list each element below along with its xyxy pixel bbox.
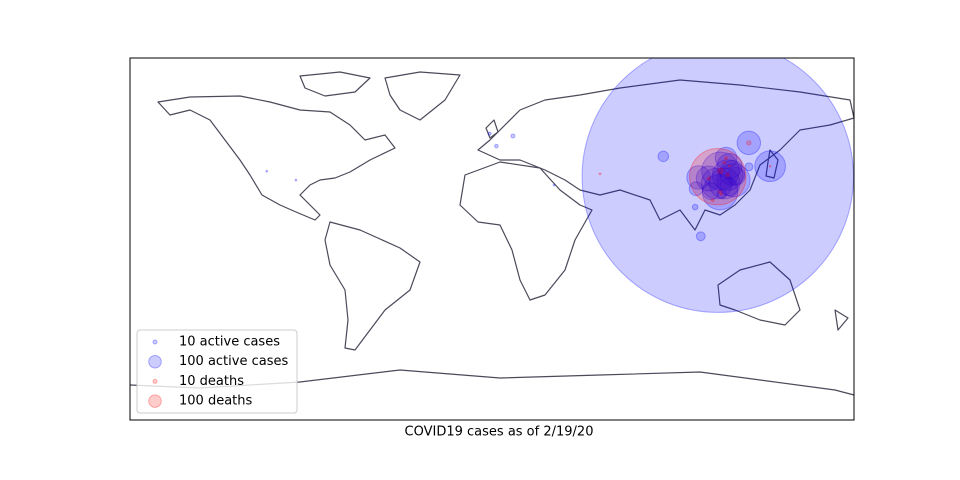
bubble	[494, 143, 499, 149]
bubble	[708, 167, 741, 200]
bubble	[510, 133, 516, 139]
bubble	[716, 163, 751, 198]
bubble	[726, 166, 746, 186]
bubble	[691, 203, 699, 211]
bubble	[711, 159, 744, 191]
bubble	[701, 182, 720, 201]
legend-marker	[152, 339, 158, 345]
legend-label: 100 deaths	[179, 394, 252, 409]
legend-label: 10 deaths	[179, 374, 244, 389]
legend-marker	[152, 378, 158, 384]
bubble	[719, 159, 746, 186]
bubble	[710, 198, 715, 203]
bubble	[689, 147, 747, 206]
bubble	[695, 165, 722, 192]
bubble	[718, 190, 722, 195]
bubble	[719, 177, 739, 197]
legend: 10 active cases 100 active cases 10 deaths…	[148, 335, 288, 409]
bubble	[714, 146, 738, 170]
bubble	[701, 173, 739, 211]
bubble	[725, 173, 730, 178]
map-caption: COVID19 cases as of 2/19/20	[405, 425, 594, 440]
bubble	[736, 130, 762, 156]
bubble	[722, 160, 726, 165]
bubble	[724, 156, 728, 160]
bubble	[728, 164, 731, 168]
bubble	[754, 150, 786, 183]
bubble	[717, 167, 724, 175]
legend-marker	[148, 394, 162, 408]
bubble	[487, 131, 492, 136]
bubble	[720, 192, 723, 196]
bubble	[688, 181, 704, 197]
bubble	[552, 183, 556, 187]
legend-box	[136, 329, 298, 414]
bubble	[686, 165, 711, 190]
bubble	[706, 176, 711, 181]
bubble	[744, 162, 754, 172]
bubble	[768, 164, 772, 168]
legend-label: 10 active cases	[179, 335, 280, 350]
bubble	[716, 152, 743, 180]
legend-label: 100 active cases	[179, 354, 288, 369]
bubble	[716, 189, 727, 200]
bubble	[265, 169, 269, 173]
bubble-layer	[265, 58, 854, 313]
bubble	[701, 151, 740, 191]
bubble	[695, 231, 706, 242]
bubble	[700, 167, 733, 200]
bubble	[598, 172, 602, 176]
map-frame	[129, 57, 855, 421]
legend-marker	[148, 354, 162, 369]
bubble	[294, 178, 298, 182]
bubble	[657, 150, 670, 163]
bubble	[746, 140, 752, 146]
